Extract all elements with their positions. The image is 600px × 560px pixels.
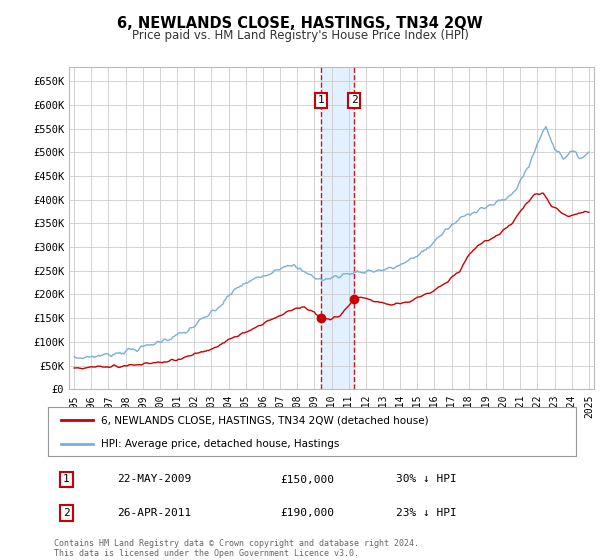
Text: 6, NEWLANDS CLOSE, HASTINGS, TN34 2QW (detached house): 6, NEWLANDS CLOSE, HASTINGS, TN34 2QW (d…: [101, 416, 428, 426]
Text: £190,000: £190,000: [280, 508, 334, 518]
Text: 1: 1: [317, 95, 324, 105]
Text: 26-APR-2011: 26-APR-2011: [116, 508, 191, 518]
Text: 30% ↓ HPI: 30% ↓ HPI: [397, 474, 457, 484]
Text: 6, NEWLANDS CLOSE, HASTINGS, TN34 2QW: 6, NEWLANDS CLOSE, HASTINGS, TN34 2QW: [117, 16, 483, 31]
Text: Contains HM Land Registry data © Crown copyright and database right 2024.
This d: Contains HM Land Registry data © Crown c…: [54, 539, 419, 558]
Text: 2: 2: [351, 95, 358, 105]
Text: HPI: Average price, detached house, Hastings: HPI: Average price, detached house, Hast…: [101, 439, 339, 449]
Text: 1: 1: [63, 474, 70, 484]
Text: £150,000: £150,000: [280, 474, 334, 484]
Text: 2: 2: [63, 508, 70, 518]
Text: 23% ↓ HPI: 23% ↓ HPI: [397, 508, 457, 518]
Text: 22-MAY-2009: 22-MAY-2009: [116, 474, 191, 484]
Text: Price paid vs. HM Land Registry's House Price Index (HPI): Price paid vs. HM Land Registry's House …: [131, 29, 469, 42]
Bar: [321, 67, 354, 389]
